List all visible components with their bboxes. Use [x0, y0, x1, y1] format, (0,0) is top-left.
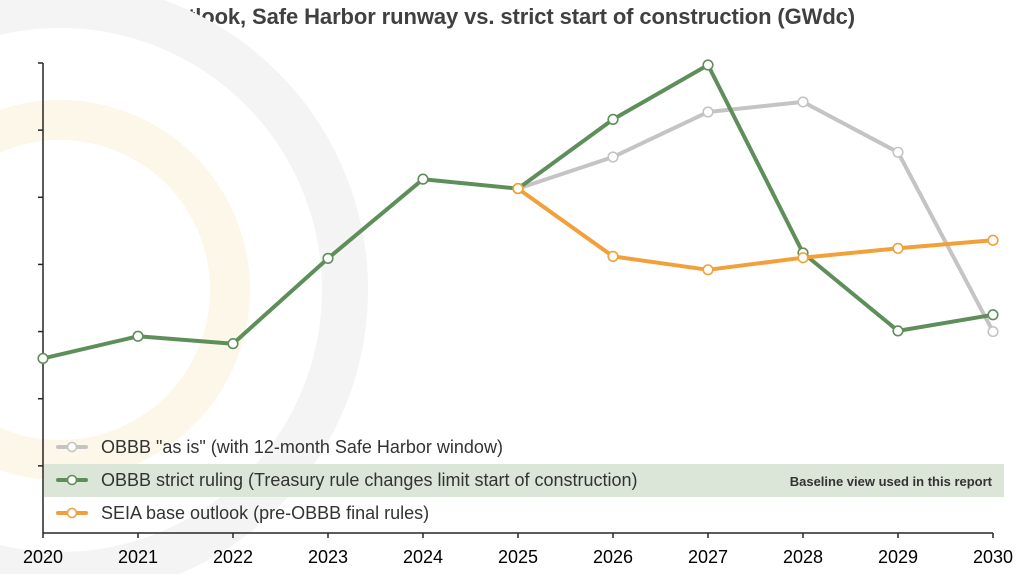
- data-point-as_is: [797, 96, 809, 108]
- x-tick-label: 2026: [593, 547, 633, 567]
- x-tick-label: 2027: [688, 547, 728, 567]
- data-point-as_is: [987, 325, 999, 338]
- data-point-seia: [607, 250, 619, 262]
- legend-swatch-marker: [66, 474, 78, 486]
- background-ring: [0, 0, 368, 574]
- legend-highlight-band: [44, 464, 1004, 497]
- legend: OBBB "as is" (with 12-month Safe Harbor …: [44, 437, 1004, 523]
- series-line-strict: [41, 63, 995, 361]
- data-point-strict: [987, 309, 999, 321]
- data-point-seia: [702, 264, 714, 276]
- data-point-seia: [987, 234, 999, 246]
- data-point-strict: [417, 173, 429, 185]
- data-point-strict: [132, 330, 144, 342]
- series-markers: [37, 59, 999, 365]
- data-point-seia: [892, 242, 904, 254]
- axes: 2020 2021 2022 2023 2024 2025 2026 2027 2028 2029…: [23, 62, 1013, 567]
- data-point-as_is: [892, 146, 904, 158]
- data-point-strict: [37, 352, 49, 365]
- legend-entry-label: SEIA base outlook (pre-OBBB final rules): [101, 503, 429, 523]
- data-point-as_is: [607, 151, 619, 163]
- legend-entry-label: OBBB strict ruling (Treasury rule change…: [101, 470, 638, 490]
- background-ring-inner: [0, 100, 250, 480]
- data-point-seia: [512, 182, 524, 195]
- series-lines: [41, 63, 995, 361]
- x-tick-label: 2025: [498, 547, 538, 567]
- data-point-strict: [322, 252, 334, 264]
- x-tick-label: 2021: [118, 547, 158, 567]
- series-line-as_is: [516, 99, 995, 334]
- baseline-callout: Baseline view used in this report: [790, 474, 993, 489]
- x-tick-label: 2030: [973, 547, 1013, 567]
- data-point-strict: [607, 113, 619, 125]
- legend-swatch-marker: [66, 441, 78, 453]
- x-tick-label: 2023: [308, 547, 348, 567]
- series-line-seia: [516, 186, 995, 272]
- x-tick-label: 2022: [213, 547, 253, 567]
- x-tick-label: 2020: [23, 547, 63, 567]
- background-decoration: [0, 0, 368, 574]
- x-tick-label: 2029: [878, 547, 918, 567]
- legend-entry-label: OBBB "as is" (with 12-month Safe Harbor …: [101, 437, 503, 457]
- x-tick-label: 2024: [403, 547, 443, 567]
- data-point-strict: [227, 338, 239, 350]
- data-point-as_is: [702, 106, 714, 118]
- data-point-strict: [702, 59, 714, 71]
- data-point-seia: [797, 252, 809, 264]
- legend-swatch-marker: [66, 507, 78, 519]
- data-point-strict: [892, 325, 904, 337]
- x-tick-label: 2028: [783, 547, 823, 567]
